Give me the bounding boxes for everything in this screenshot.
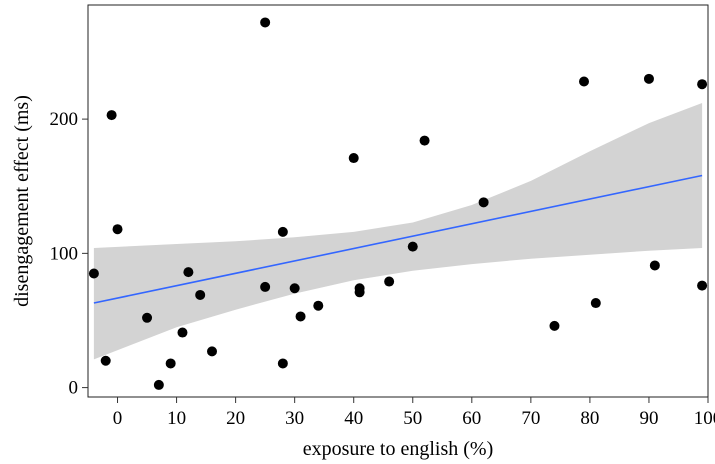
x-tick-label: 70 <box>521 408 540 429</box>
data-point <box>153 379 164 390</box>
y-axis-label: disengagement effect (ms) <box>11 95 33 307</box>
fit-line-layer <box>93 174 703 304</box>
x-tick-label: 0 <box>113 408 123 429</box>
data-point <box>295 311 306 322</box>
data-point <box>649 260 660 271</box>
x-tick-label: 10 <box>167 408 186 429</box>
data-point <box>106 110 117 121</box>
data-point <box>407 241 418 252</box>
data-point <box>183 267 194 278</box>
x-tick-label: 30 <box>285 408 304 429</box>
data-point <box>697 280 708 291</box>
data-point <box>100 355 111 366</box>
data-point <box>348 153 359 164</box>
data-point <box>354 287 365 298</box>
data-point <box>579 76 589 87</box>
confidence-band-layer <box>93 103 703 360</box>
x-tick-label: 20 <box>226 408 245 429</box>
data-point <box>549 320 560 331</box>
x-axis: 0 10 20 30 40 50 60 70 80 90 100 <box>113 397 715 429</box>
y-axis: 0 100 200 <box>50 109 88 399</box>
confidence-band <box>93 103 703 360</box>
data-point <box>277 358 288 369</box>
x-tick-label: 100 <box>694 408 715 429</box>
x-tick-label: 50 <box>403 408 422 429</box>
data-point <box>478 197 489 208</box>
data-point <box>697 79 708 90</box>
data-point <box>277 226 288 237</box>
data-point <box>88 268 99 279</box>
data-point <box>260 281 271 292</box>
y-tick-label: 0 <box>69 378 79 399</box>
data-point <box>195 289 206 300</box>
data-point <box>289 283 300 294</box>
x-tick-label: 80 <box>580 408 599 429</box>
y-tick-label: 100 <box>50 243 79 264</box>
x-tick-label: 90 <box>639 408 658 429</box>
fit-line <box>93 174 703 304</box>
x-tick-label: 40 <box>344 408 363 429</box>
data-point <box>112 224 123 235</box>
data-point <box>313 300 324 311</box>
data-point <box>419 135 430 146</box>
x-axis-label: exposure to english (%) <box>303 438 494 460</box>
y-tick-label: 200 <box>50 109 79 130</box>
x-tick-label: 60 <box>462 408 481 429</box>
data-point <box>177 327 188 338</box>
data-point <box>643 73 654 84</box>
data-point <box>384 276 395 287</box>
data-point <box>165 358 176 369</box>
data-point <box>260 17 271 28</box>
data-point <box>590 298 601 309</box>
points-layer <box>88 17 708 390</box>
data-point <box>142 312 153 323</box>
data-point <box>207 346 217 357</box>
